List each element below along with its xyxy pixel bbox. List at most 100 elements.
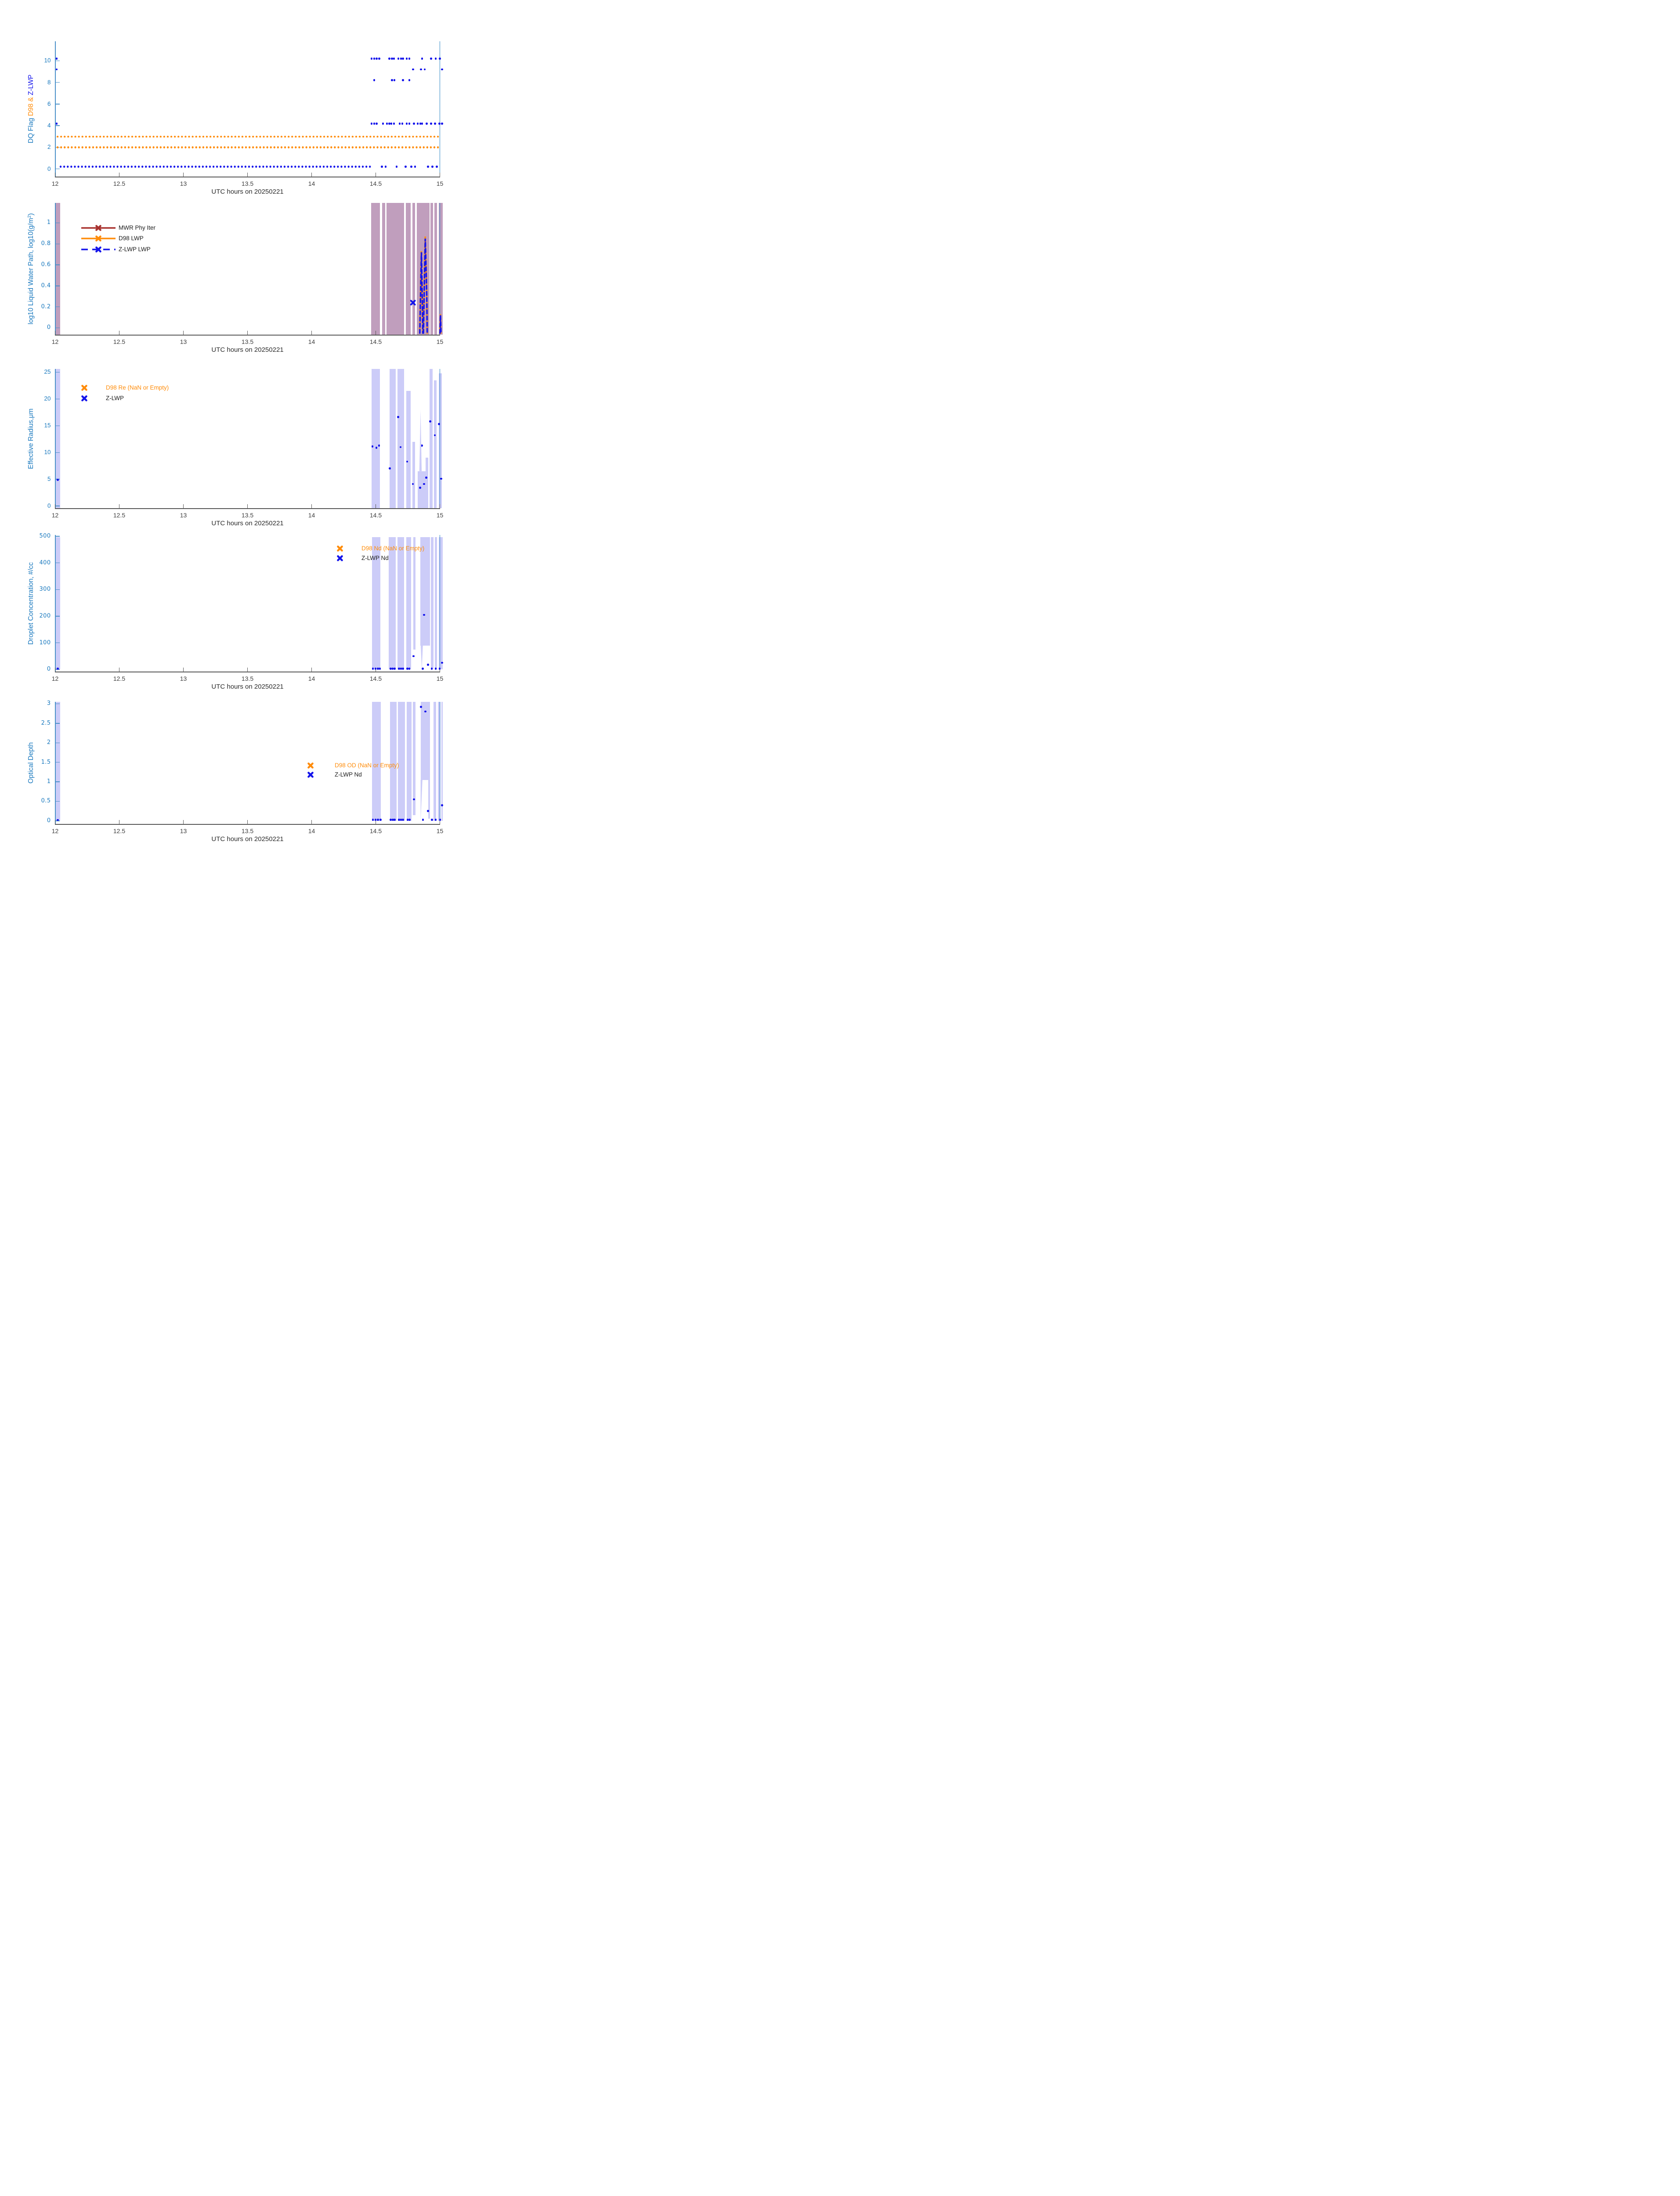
data-dot xyxy=(374,818,377,821)
data-dot xyxy=(416,122,419,125)
data-dot xyxy=(434,434,436,437)
data-dot xyxy=(434,818,437,821)
right-spine xyxy=(439,535,441,672)
data-dot xyxy=(388,122,391,125)
shaded-band xyxy=(406,537,411,670)
data-dot xyxy=(382,122,384,125)
data-dot xyxy=(441,122,444,125)
right-spine xyxy=(439,702,441,824)
right-spine xyxy=(439,41,441,177)
x-axis-label: UTC hours on 20250221 xyxy=(211,835,284,843)
legend-x-marker-icon xyxy=(307,772,314,778)
y-tick-mark xyxy=(55,452,60,453)
data-dot xyxy=(376,122,378,125)
shaded-band xyxy=(441,702,443,821)
shaded-band xyxy=(371,203,380,335)
y-tick-label: 5 xyxy=(47,476,51,483)
bottom-spine xyxy=(55,508,441,509)
data-dot xyxy=(424,710,427,713)
x-tick-label: 14 xyxy=(308,675,315,682)
data-dot xyxy=(397,416,399,419)
shaded-band xyxy=(420,537,430,646)
y-tick-label: 0 xyxy=(47,165,51,172)
data-dot xyxy=(394,668,396,670)
y-tick-label: 0.6 xyxy=(41,261,51,268)
legend-label: D98 OD (NaN or Empty) xyxy=(335,762,399,769)
data-dot xyxy=(431,166,434,168)
shaded-band xyxy=(406,390,411,508)
y-axis-label-segment: μ xyxy=(27,414,35,418)
y-tick-label: 2 xyxy=(47,144,51,151)
data-dot xyxy=(422,668,424,670)
shaded-band xyxy=(397,702,405,821)
data-dot xyxy=(405,122,408,125)
data-dot xyxy=(377,668,379,670)
dotted-series-row xyxy=(59,166,372,168)
data-dot xyxy=(430,58,432,60)
y-tick-label: 20 xyxy=(44,395,51,402)
data-dot xyxy=(55,122,58,125)
x-tick-label: 14 xyxy=(308,338,315,345)
y-axis-label-segment: Z-LWP xyxy=(27,74,35,95)
legend-label: Z-LWP Nd xyxy=(361,555,389,561)
data-dot xyxy=(373,58,376,60)
data-dot xyxy=(401,122,404,125)
x-tick-label: 13 xyxy=(180,338,187,345)
data-dot xyxy=(388,58,391,60)
data-dot xyxy=(379,818,382,821)
x-tick-label: 14.5 xyxy=(369,675,382,682)
x-tick-label: 13.5 xyxy=(241,675,254,682)
shaded-band xyxy=(430,369,433,508)
data-dot xyxy=(430,668,433,670)
y-tick-label: 8 xyxy=(47,79,51,86)
x-tick-label: 12.5 xyxy=(113,512,126,519)
data-dot xyxy=(398,818,400,821)
shaded-band xyxy=(434,702,437,821)
x-tick-mark xyxy=(311,331,312,335)
data-dot xyxy=(400,668,402,670)
y-tick-label: 3 xyxy=(47,700,51,707)
data-dot xyxy=(389,467,391,470)
bottom-spine xyxy=(55,824,441,825)
x-tick-label: 15 xyxy=(436,675,444,682)
data-dot xyxy=(438,423,440,425)
y-tick-label: 10 xyxy=(44,57,51,64)
x-tick-label: 13.5 xyxy=(241,338,254,345)
data-dot xyxy=(414,166,416,168)
data-dot xyxy=(55,58,58,60)
data-dot xyxy=(438,122,441,125)
data-dot xyxy=(423,614,425,616)
shaded-band xyxy=(55,203,61,335)
shaded-band xyxy=(431,537,434,670)
legend-x-marker-icon xyxy=(95,246,101,253)
right-spine xyxy=(439,203,441,335)
shaded-band xyxy=(439,537,443,670)
shaded-band xyxy=(387,203,404,335)
y-axis-label: Droplet Concentration, #/cc xyxy=(27,562,35,645)
y-tick-label: 1 xyxy=(47,219,51,226)
shaded-band xyxy=(372,702,381,821)
data-dot xyxy=(439,818,441,821)
data-dot xyxy=(386,122,388,125)
y-tick-mark xyxy=(55,801,60,802)
data-dot xyxy=(406,668,408,670)
x-axis-label: UTC hours on 20250221 xyxy=(211,683,284,690)
x-tick-mark xyxy=(183,504,184,508)
y-tick-label: 0.8 xyxy=(41,240,51,247)
data-dot xyxy=(406,818,409,821)
y-tick-label: 0.5 xyxy=(41,798,51,805)
x-tick-label: 12 xyxy=(51,338,59,345)
x-tick-mark xyxy=(247,668,248,672)
right-spine xyxy=(439,369,441,508)
data-dot xyxy=(371,445,374,448)
data-dot xyxy=(421,444,423,447)
x-tick-label: 15 xyxy=(436,180,444,187)
x-tick-label: 14 xyxy=(308,180,315,187)
data-dot xyxy=(422,818,424,821)
shaded-band xyxy=(416,203,430,335)
data-dot xyxy=(440,477,442,480)
shaded-band xyxy=(382,203,386,335)
x-tick-label: 14 xyxy=(308,512,315,519)
x-tick-label: 12.5 xyxy=(113,180,126,187)
shaded-band xyxy=(413,702,415,815)
